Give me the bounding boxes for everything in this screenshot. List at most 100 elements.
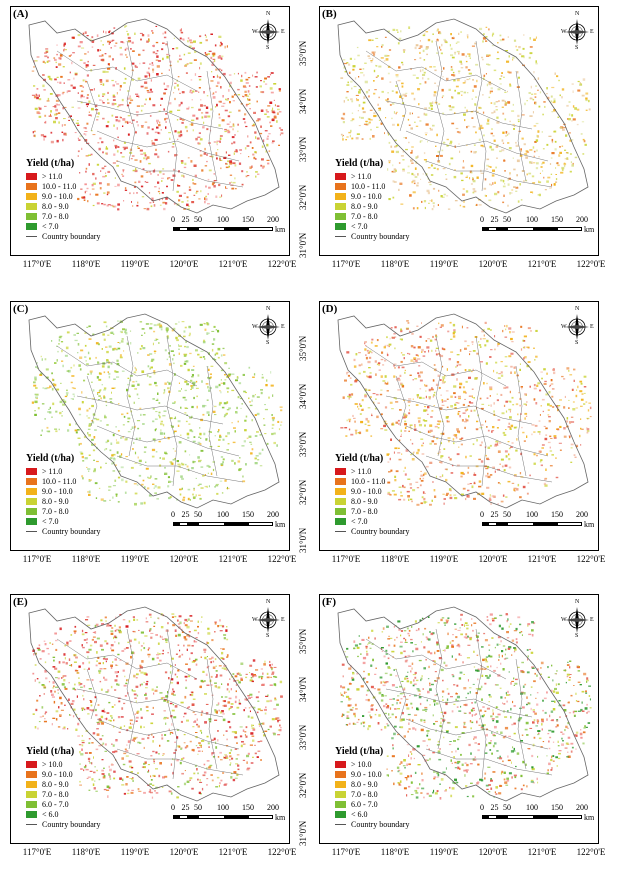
yield-pixel [212,756,216,758]
yield-pixel [104,53,107,55]
yield-pixel [499,483,501,485]
yield-pixel [542,170,544,172]
yield-pixel [87,51,89,53]
yield-pixel [488,497,491,500]
yield-pixel [472,177,474,179]
yield-pixel [137,147,140,149]
yield-pixel [135,368,137,370]
scale-unit: km [275,225,286,234]
yield-pixel [427,191,430,195]
boundary-label: Country boundary [42,231,101,241]
yield-pixel [199,497,202,500]
yield-pixel [431,410,434,412]
yield-pixel [492,32,495,36]
yield-pixel [84,708,86,711]
yield-pixel [485,468,489,470]
yield-pixel [134,32,136,35]
yield-pixel [546,96,550,100]
yield-pixel [70,366,73,369]
yield-pixel [101,759,104,761]
yield-pixel [221,696,223,698]
yield-pixel [252,675,254,678]
yield-pixel [216,674,218,677]
yield-pixel [86,679,90,681]
yield-pixel [359,116,361,119]
yield-pixel [192,182,195,185]
yield-pixel [99,389,102,391]
yield-pixel [398,498,402,501]
yield-pixel [206,399,209,401]
yield-pixel [465,498,467,501]
yield-pixel [129,95,131,98]
longitude-label: 121°0'E [527,259,557,269]
yield-pixel [467,471,469,474]
yield-pixel [538,450,542,453]
yield-pixel [484,344,487,347]
yield-pixel [440,52,443,55]
yield-pixel [145,683,148,686]
yield-pixel [84,356,87,358]
yield-pixel [543,101,546,103]
yield-pixel [181,477,184,480]
yield-pixel [226,656,229,658]
yield-pixel [484,465,488,468]
yield-pixel [223,416,226,418]
yield-pixel [493,102,496,105]
yield-pixel [185,463,187,466]
yield-pixel [95,714,98,717]
yield-pixel [450,157,454,160]
yield-pixel [121,784,125,786]
yield-pixel [226,99,229,101]
yield-pixel [54,78,57,81]
yield-pixel [512,59,514,61]
yield-pixel [104,165,107,167]
yield-pixel [69,640,72,642]
yield-pixel [521,55,525,58]
yield-pixel [131,119,135,122]
yield-pixel [34,664,37,666]
yield-pixel [95,790,98,792]
yield-pixel [126,679,129,682]
yield-pixel [195,90,198,92]
yield-pixel [167,150,170,153]
yield-pixel [571,120,573,122]
longitude-label: 117°0'E [331,554,361,564]
yield-pixel [116,451,119,454]
yield-pixel [456,428,459,431]
yield-pixel [278,111,282,113]
yield-pixel [555,476,559,479]
yield-pixel [481,56,484,59]
yield-pixel [56,139,59,143]
yield-pixel [143,746,145,749]
yield-pixel [235,188,237,190]
yield-pixel [74,339,78,342]
yield-pixel [92,134,96,136]
yield-pixel [138,629,140,631]
yield-pixel [448,162,451,166]
yield-pixel [248,397,250,400]
yield-pixel [252,394,255,398]
yield-pixel [360,420,364,424]
yield-pixel [89,770,93,772]
yield-pixel [151,796,154,799]
yield-pixel [211,93,215,96]
yield-pixel [423,159,427,161]
yield-pixel [240,678,243,681]
yield-pixel [441,347,444,350]
yield-pixel [179,621,182,625]
yield-pixel [206,95,209,97]
yield-pixel [260,668,263,670]
yield-pixel [376,363,379,366]
legend-row: 8.0 - 9.0 [335,496,409,506]
yield-pixel [425,46,429,49]
yield-pixel [148,647,151,650]
legend-swatch [335,222,346,230]
yield-pixel [395,150,399,154]
yield-pixel [41,706,44,709]
yield-pixel [469,353,471,356]
yield-pixel [228,697,232,700]
yield-pixel [136,105,140,107]
boundary-label: Country boundary [351,526,410,536]
yield-pixel [148,769,150,772]
longitude-label: 118°0'E [71,259,101,269]
